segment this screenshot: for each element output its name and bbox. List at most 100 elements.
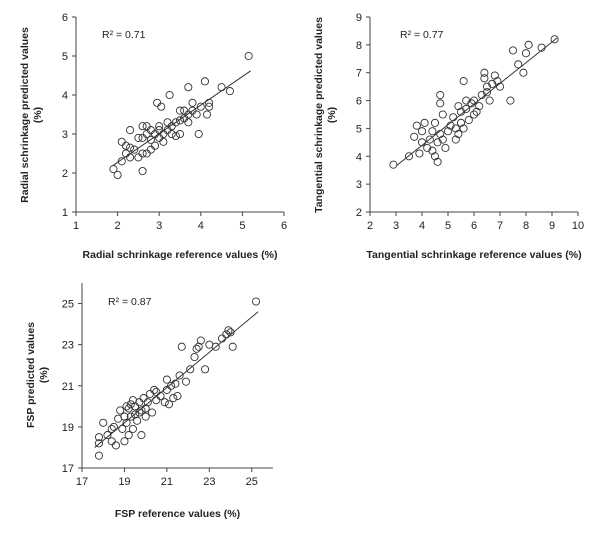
x-tick-label: 25	[246, 476, 258, 488]
y-tick-label: 2	[62, 168, 68, 180]
data-point	[423, 143, 432, 152]
x-tick-label: 21	[161, 476, 173, 488]
data-point	[118, 424, 127, 433]
data-point	[167, 381, 176, 390]
data-point	[184, 118, 193, 127]
data-point	[192, 344, 201, 353]
data-point	[160, 398, 169, 407]
data-point	[94, 433, 104, 442]
data-point	[456, 118, 466, 127]
data-point	[251, 297, 261, 306]
data-point	[508, 46, 518, 55]
data-point	[224, 326, 233, 335]
data-point	[152, 387, 161, 396]
data-point	[464, 116, 473, 125]
data-point	[428, 146, 437, 155]
data-point	[475, 102, 484, 111]
data-point	[200, 77, 210, 86]
data-point	[436, 90, 445, 100]
data-point	[404, 152, 414, 161]
data-point	[124, 431, 133, 440]
data-point	[131, 402, 140, 411]
data-point	[109, 165, 118, 174]
data-point	[120, 412, 129, 421]
data-point	[456, 107, 466, 116]
data-point	[141, 412, 150, 421]
data-point	[482, 88, 492, 97]
data-point	[175, 106, 185, 115]
data-point	[103, 431, 112, 440]
data-point	[244, 51, 253, 61]
x-axis-label: Tangential schrinkage reference values (…	[366, 249, 581, 261]
data-point	[138, 133, 147, 142]
data-point	[192, 110, 201, 119]
data-point	[122, 402, 131, 411]
data-point	[480, 68, 489, 77]
data-point	[521, 49, 531, 58]
x-tick-label: 3	[156, 220, 162, 232]
data-point	[164, 400, 174, 409]
data-point	[433, 157, 442, 166]
x-tick-label: 2	[367, 220, 373, 232]
y-tick-label: 8	[356, 40, 362, 52]
data-point	[490, 71, 499, 80]
x-tick-label: 9	[549, 220, 555, 232]
data-point	[135, 398, 144, 407]
data-point	[184, 110, 193, 119]
data-point	[438, 110, 447, 119]
data-point	[122, 418, 131, 427]
data-point	[430, 118, 440, 127]
data-point	[130, 145, 139, 154]
data-point	[218, 334, 227, 343]
y-axis-label-unit: (%)	[326, 107, 338, 123]
x-tick-label: 7	[497, 220, 503, 232]
data-point	[217, 83, 226, 92]
data-point	[524, 40, 533, 49]
data-point	[506, 96, 515, 105]
data-point	[469, 96, 479, 105]
y-tick-label: 4	[356, 151, 362, 163]
data-point	[184, 83, 193, 92]
x-tick-label: 23	[203, 476, 215, 488]
data-point	[410, 132, 419, 141]
data-point	[202, 110, 212, 119]
y-tick-label: 23	[62, 340, 74, 352]
data-point	[167, 122, 176, 131]
data-point	[485, 96, 494, 105]
data-point	[146, 135, 155, 144]
data-point	[109, 422, 118, 431]
data-point	[111, 441, 121, 450]
data-point	[157, 102, 166, 111]
data-point	[155, 122, 164, 131]
data-point	[454, 102, 463, 111]
data-point	[162, 385, 171, 394]
trend-line	[94, 311, 259, 448]
data-point	[436, 99, 445, 108]
data-point	[194, 129, 203, 139]
data-point	[137, 431, 146, 440]
data-point	[226, 328, 235, 337]
data-point	[443, 127, 453, 136]
y-tick-label: 3	[62, 129, 68, 141]
y-tick-label: 5	[356, 123, 362, 135]
data-point	[116, 406, 125, 415]
x-tick-label: 4	[198, 220, 204, 232]
y-tick-label: 2	[356, 207, 362, 219]
data-point	[441, 143, 450, 152]
data-point	[469, 110, 479, 119]
data-point	[150, 141, 160, 150]
data-point	[169, 394, 178, 403]
r-squared-annotation: R² = 0.77	[400, 29, 444, 41]
data-point	[477, 90, 486, 100]
data-point	[134, 133, 143, 142]
data-point	[449, 113, 458, 122]
data-point	[94, 451, 104, 460]
data-point	[495, 82, 505, 91]
data-point	[177, 342, 186, 351]
data-point	[152, 396, 161, 405]
data-point	[514, 60, 523, 69]
data-point	[519, 68, 528, 77]
data-point	[167, 129, 176, 139]
data-point	[428, 127, 437, 136]
